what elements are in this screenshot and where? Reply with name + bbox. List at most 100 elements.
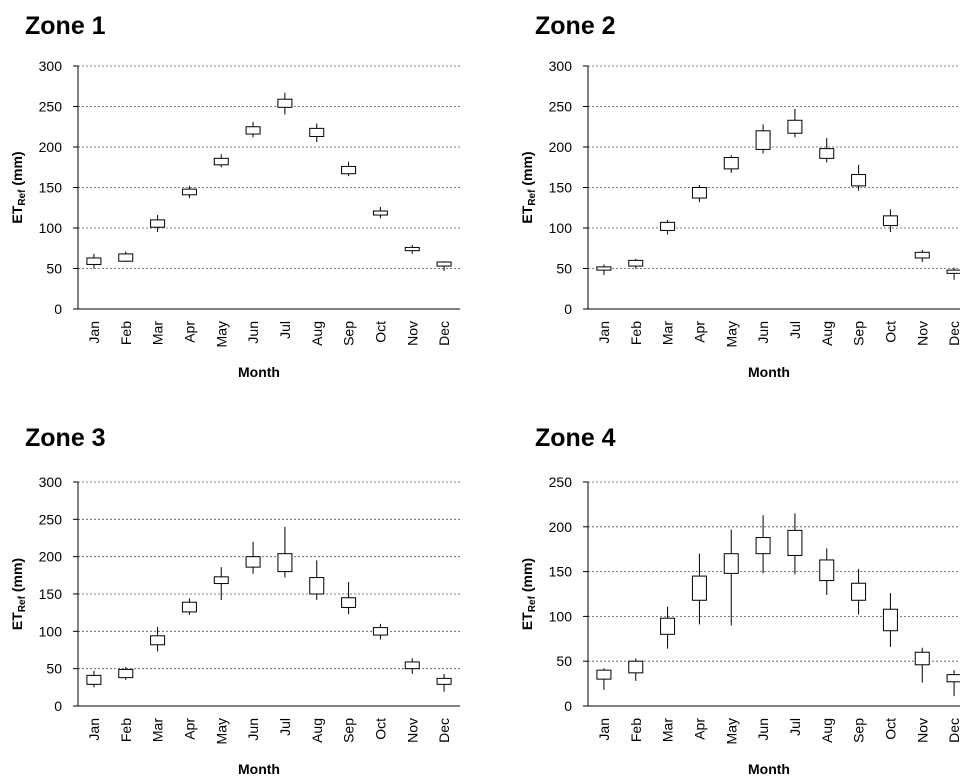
box-may — [723, 553, 739, 574]
chart-zone-1: 0 50 100 150 200 250 300 Jan Feb Mar Apr May Jun Jul A… — [9, 58, 460, 380]
y-tick-label: 100 — [39, 220, 63, 236]
x-tick-label: Nov — [914, 321, 930, 346]
chart-panel-zone-1: Zone 1 0 50 100 150 200 250 300 Jan Feb Mar Apr May… — [0, 0, 480, 388]
chart-zone-2: 0 50 100 150 200 250 300 Jan Feb Mar Apr May Jun Jul A… — [519, 58, 960, 380]
x-tick-label: Jul — [787, 718, 803, 736]
y-axis-title: ETRef (mm) — [519, 151, 538, 223]
x-tick-label: Jul — [277, 718, 293, 736]
x-axis-title: Month — [238, 364, 280, 380]
y-tick-label: 250 — [39, 99, 63, 115]
chart-zone-3: 0 50 100 150 200 250 300 Jan Feb Mar Apr May Jun Jul A… — [9, 474, 460, 776]
box-jul — [277, 98, 293, 108]
box-oct — [372, 210, 388, 216]
box-jan — [596, 266, 612, 271]
box-apr — [691, 187, 707, 199]
box-dec — [436, 677, 452, 685]
y-tick-label: 250 — [39, 511, 63, 527]
y-tick-label: 250 — [549, 99, 573, 115]
x-tick-label: Nov — [404, 718, 420, 743]
y-axis-title: ETRef (mm) — [9, 151, 28, 223]
x-tick-label: Sep — [341, 321, 357, 346]
box-jan — [86, 257, 102, 265]
x-tick-label: May — [723, 718, 739, 744]
y-tick-label: 50 — [556, 261, 572, 277]
x-tick-label: Nov — [914, 718, 930, 743]
box-jun — [755, 130, 771, 150]
x-tick-label: Jul — [277, 321, 293, 339]
y-tick-label: 100 — [549, 608, 573, 624]
box-feb — [628, 660, 644, 674]
y-tick-label: 300 — [549, 58, 573, 74]
y-tick-label: 250 — [549, 474, 573, 490]
chart-title: Zone 3 — [25, 424, 106, 452]
chart-title: Zone 1 — [25, 12, 106, 40]
box-nov — [914, 651, 930, 666]
box-oct — [882, 215, 898, 227]
box-feb — [118, 668, 134, 679]
y-tick-label: 200 — [39, 549, 63, 565]
y-tick-label: 0 — [54, 698, 62, 714]
x-axis-title: Month — [748, 761, 790, 776]
x-tick-label: Sep — [341, 718, 357, 743]
box-jun — [755, 537, 771, 555]
y-tick-label: 50 — [46, 661, 62, 677]
y-tick-label: 200 — [549, 139, 573, 155]
box-jan — [596, 669, 612, 680]
y-tick-label: 300 — [39, 58, 63, 74]
x-tick-label: Mar — [660, 321, 676, 345]
x-tick-label: Oct — [372, 718, 388, 740]
box-aug — [819, 559, 835, 582]
y-tick-label: 150 — [549, 564, 573, 580]
y-tick-label: 200 — [549, 519, 573, 535]
x-tick-label: Aug — [309, 321, 325, 346]
box-dec — [946, 269, 960, 274]
x-axis-title: Month — [238, 761, 280, 776]
x-axis-title: Month — [748, 364, 790, 380]
x-tick-label: May — [723, 321, 739, 347]
x-tick-label: Dec — [946, 321, 960, 346]
box-apr — [181, 601, 197, 613]
box-mar — [660, 221, 676, 231]
y-tick-label: 150 — [549, 180, 573, 196]
box-apr — [691, 575, 707, 601]
chart-title: Zone 4 — [535, 424, 616, 452]
x-tick-label: May — [213, 718, 229, 744]
box-mar — [150, 635, 166, 646]
x-tick-label: Feb — [628, 718, 644, 742]
x-tick-label: Oct — [882, 321, 898, 343]
y-tick-label: 0 — [564, 698, 572, 714]
x-tick-label: Jan — [596, 321, 612, 344]
box-jul — [787, 529, 803, 556]
x-tick-label: Jan — [86, 718, 102, 741]
x-tick-label: Apr — [181, 321, 197, 343]
x-tick-label: Jun — [245, 718, 261, 741]
x-tick-label: Feb — [628, 321, 644, 345]
y-tick-label: 300 — [39, 474, 63, 490]
x-tick-label: Aug — [309, 718, 325, 743]
x-tick-label: Oct — [882, 718, 898, 740]
x-tick-label: Mar — [660, 718, 676, 742]
x-tick-label: Mar — [150, 321, 166, 345]
box-jun — [245, 556, 261, 568]
x-tick-label: Apr — [691, 321, 707, 343]
box-oct — [882, 608, 898, 632]
box-jun — [245, 126, 261, 135]
x-tick-label: Jun — [755, 321, 771, 344]
box-may — [723, 157, 739, 170]
box-jul — [277, 553, 293, 573]
box-nov — [914, 251, 930, 259]
y-axis-title: ETRef (mm) — [9, 558, 28, 630]
box-sep — [341, 597, 357, 608]
chart-panel-zone-4: Zone 4 0 50 100 150 200 250 Jan Feb Mar Apr May Jun… — [510, 388, 960, 776]
chart-zone-4: 0 50 100 150 200 250 Jan Feb Mar Apr May Jun Jul Aug S… — [519, 474, 960, 776]
box-aug — [309, 577, 325, 595]
y-axis-title: ETRef (mm) — [519, 558, 538, 630]
box-nov — [404, 661, 420, 670]
chart-panel-zone-2: Zone 2 0 50 100 150 200 250 300 Jan Feb Mar Apr May… — [510, 0, 960, 388]
x-tick-label: Jun — [245, 321, 261, 344]
box-mar — [660, 617, 676, 635]
box-may — [213, 157, 229, 166]
box-sep — [341, 165, 357, 175]
box-dec — [436, 261, 452, 267]
x-tick-label: Sep — [851, 718, 867, 743]
